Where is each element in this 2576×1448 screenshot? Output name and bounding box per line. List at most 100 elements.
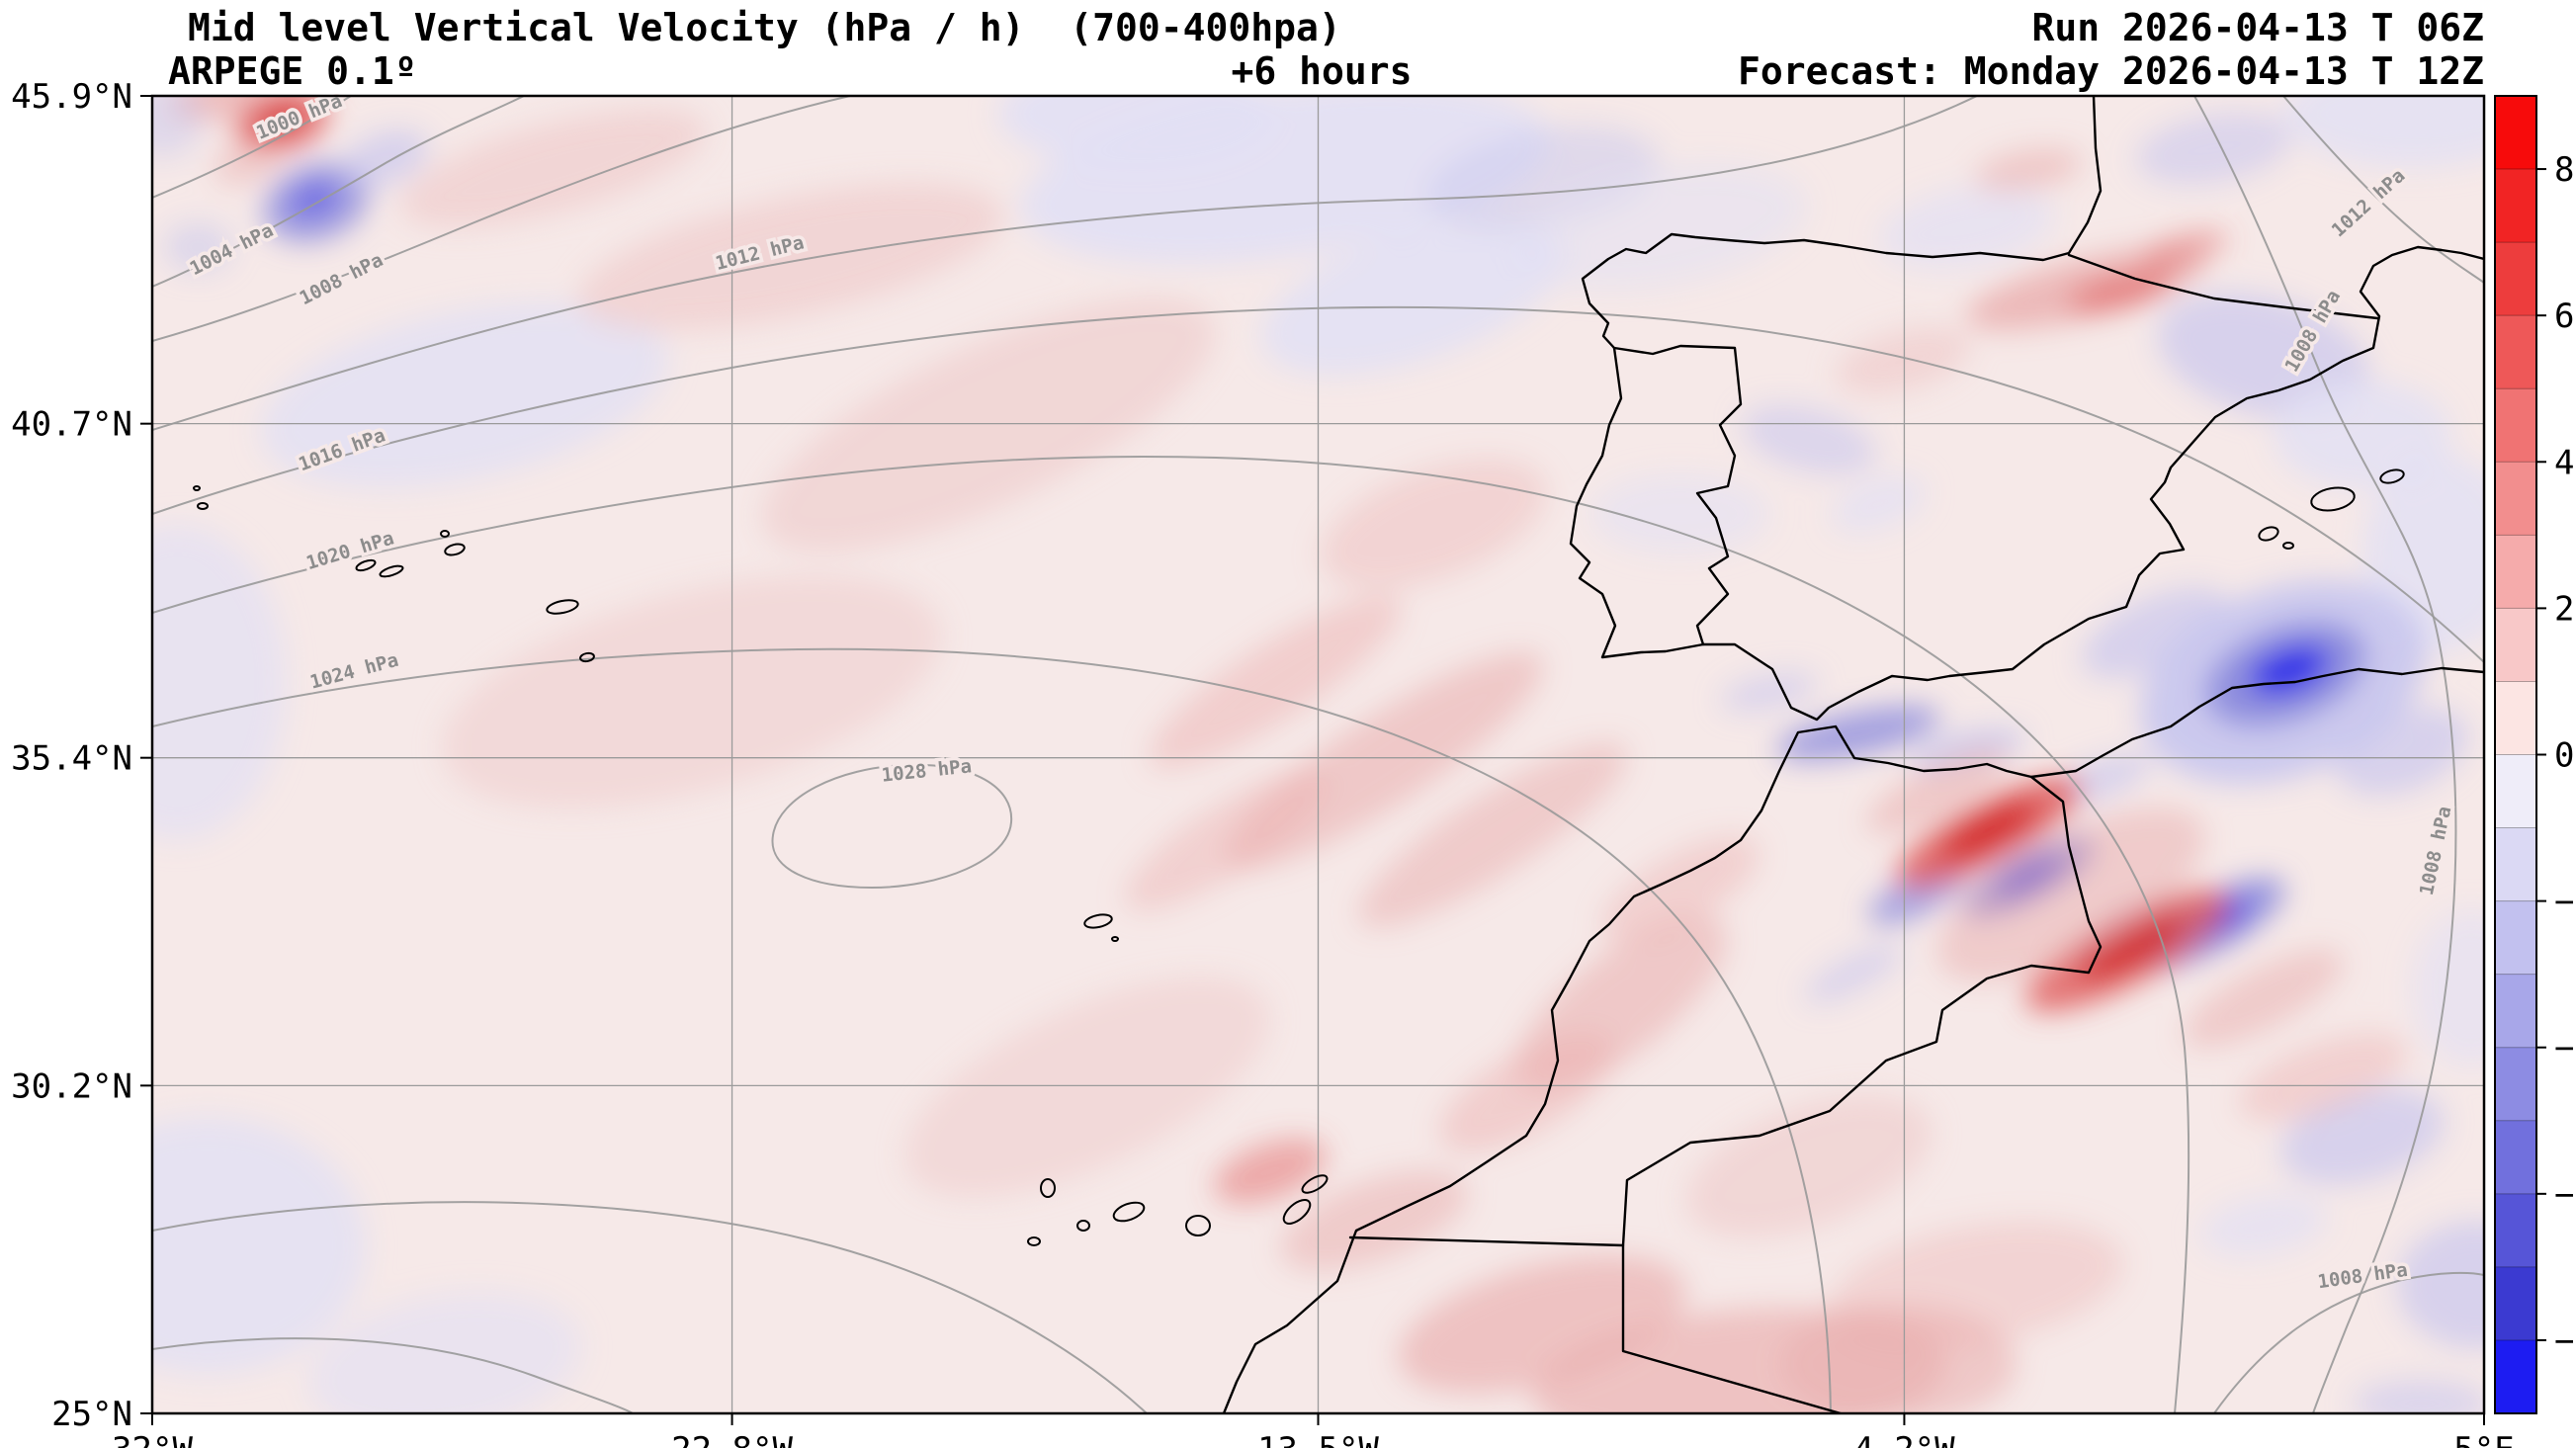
colorbar-segment [2495, 315, 2536, 390]
island-outline [1282, 1199, 1312, 1225]
velocity-blob [1149, 595, 1402, 769]
velocity-blob [152, 524, 287, 840]
velocity-blob [1439, 1032, 1615, 1152]
velocity-blob [2335, 707, 2469, 796]
velocity-blob [2353, 1379, 2484, 1413]
island-outline [379, 564, 404, 578]
island-outline [1040, 1178, 1056, 1198]
colorbar-segment [2495, 462, 2536, 537]
y-tick-label: 40.7°N [11, 405, 132, 445]
island-outline [1076, 1220, 1090, 1232]
border-portugal-spain [1612, 344, 1743, 646]
velocity-blob [307, 1291, 582, 1413]
velocity-blob [1358, 742, 1627, 928]
coastline-layer [193, 96, 2484, 1413]
x-tick-label: 13.5°W [1257, 1430, 1379, 1448]
island-outline [1185, 1215, 1211, 1236]
colorbar-tick-label: 40 [2554, 443, 2576, 482]
colorbar-tick-label: −40 [2554, 1029, 2576, 1068]
island-outline [2379, 468, 2405, 484]
colorbar-segment [2495, 96, 2536, 171]
velocity-blob [998, 96, 1275, 168]
velocity-blob [1601, 835, 1760, 944]
colorbar-segment [2495, 827, 2536, 902]
velocity-blob [2079, 918, 2182, 980]
velocity-blob [1866, 747, 2009, 834]
velocity-blob [2157, 292, 2370, 420]
lead-time-label: +6 hours [1231, 49, 1413, 93]
velocity-blob [2135, 111, 2293, 186]
island-outline [355, 558, 377, 572]
colorbar-segment [2495, 1339, 2536, 1414]
velocity-blob [1261, 217, 1566, 376]
island-outline [444, 543, 466, 556]
velocity-blob [1804, 943, 1903, 1004]
velocity-blob [1741, 404, 1877, 475]
colorbar-tick-label: 60 [2554, 297, 2576, 336]
island-outline [2310, 486, 2356, 512]
x-tick-label: 22.8°W [671, 1430, 793, 1448]
run-label: Run 2026-04-13 T 06Z [2031, 6, 2484, 49]
velocity-blob [761, 298, 1216, 553]
velocity-blob [1124, 769, 1328, 911]
island-outline [440, 530, 450, 538]
isobar-bottom-left-2 [152, 1337, 634, 1413]
colorbar-tick-label: −60 [2554, 1175, 2576, 1215]
colorbar-tick-label: 80 [2554, 150, 2576, 190]
velocity-blob [1879, 185, 2055, 270]
colorbar-segment [2495, 388, 2536, 464]
velocity-blob [1974, 148, 2083, 192]
y-tick-label: 35.4°N [11, 739, 132, 779]
velocity-blob [2283, 96, 2484, 168]
colorbar-segment [2495, 1120, 2536, 1195]
velocity-blob [1686, 1095, 1932, 1237]
colorbar-segment [2495, 681, 2536, 756]
velocity-blob [163, 222, 232, 272]
isobar-1008-southeast [2213, 1271, 2484, 1413]
chart-title: Mid level Vertical Velocity (hPa / h) (7… [188, 6, 1341, 49]
isobar-1012 [152, 96, 1978, 431]
y-tick-label: 30.2°N [11, 1066, 132, 1106]
island-outline [2282, 542, 2294, 550]
velocity-blob [1513, 163, 1808, 292]
isobar-1008 [152, 96, 851, 342]
border-western-sahara [1621, 1243, 1843, 1413]
island-outline [1301, 1174, 1329, 1194]
island-outline [2258, 526, 2279, 542]
model-label: ARPEGE 0.1º [168, 49, 417, 93]
velocity-blob [1936, 807, 2205, 982]
colorbar-segment [2495, 169, 2536, 244]
isobar-bottom-left-1 [152, 1201, 1148, 1413]
colorbar-tick-label: 20 [2554, 589, 2576, 629]
x-tick-label: 4.2°W [1853, 1430, 1955, 1448]
colorbar-segment [2495, 900, 2536, 976]
colorbar-tick-label: −20 [2554, 883, 2576, 922]
velocity-blob [1835, 326, 1971, 395]
velocity-blob [1591, 474, 1769, 554]
colorbar-tick-label: −80 [2554, 1321, 2576, 1361]
velocity-blob [1909, 727, 2025, 771]
isobar-1000 [152, 96, 352, 199]
velocity-blob [152, 96, 203, 158]
velocity-blob [1831, 474, 1926, 534]
velocity-blob [289, 182, 340, 217]
grid-layer [152, 96, 2484, 1413]
velocity-blob [2199, 1194, 2328, 1257]
velocity-blob [1320, 459, 1547, 589]
velocity-blob [2082, 586, 2228, 679]
velocity-blob [152, 1117, 366, 1374]
border-morocco-algeria [1348, 775, 2103, 1247]
colorbar-segment [2495, 1193, 2536, 1268]
velocity-blob [2184, 949, 2344, 1048]
isobar-1020 [152, 455, 2190, 1413]
velocity-blob [442, 575, 942, 809]
velocity-blob [2141, 230, 2228, 268]
island-outline [1083, 913, 1113, 929]
velocity-blob [1939, 801, 2038, 860]
velocity-blob [904, 977, 1270, 1198]
border-france-spain [2067, 253, 2379, 320]
isobar-layer [152, 96, 2484, 1413]
velocity-blob [1213, 1138, 1328, 1205]
velocity-blob [577, 183, 1004, 331]
island-outline [579, 651, 595, 663]
